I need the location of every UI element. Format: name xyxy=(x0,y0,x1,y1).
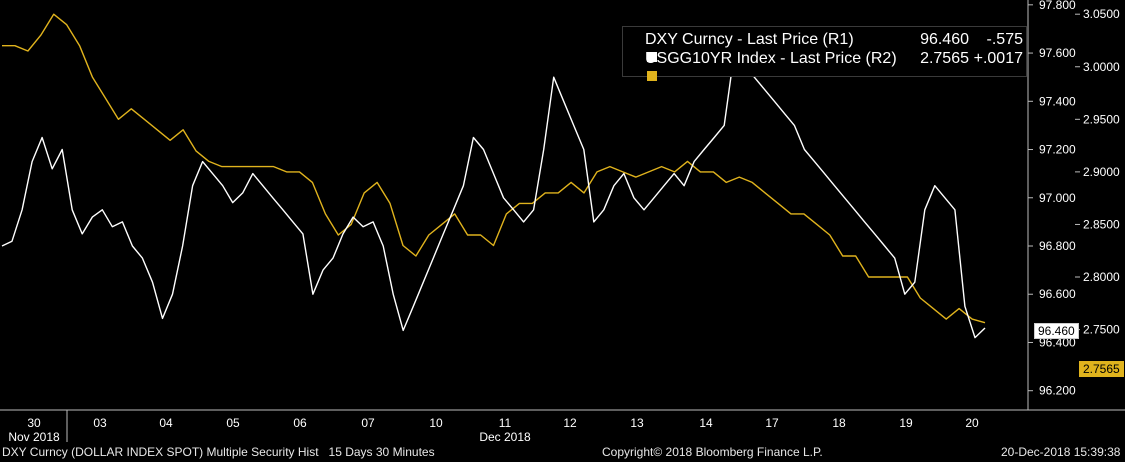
us10y-axis: 2.7500 2.8000 2.8500 2.9000 2.9500 3.0000 3.05… xyxy=(1075,7,1120,337)
plot-frame xyxy=(0,0,1125,411)
legend-dxy-price: 96.460 xyxy=(920,31,969,48)
legend-dxy-name: DXY Curncy - Last Price (R1) xyxy=(645,31,854,48)
x-tick-label: 05 xyxy=(226,416,240,430)
dxy-swatch-icon xyxy=(646,52,657,62)
footer-bar: DXY Curncy (DOLLAR INDEX SPOT) Multiple … xyxy=(0,443,1125,462)
us10y-tick-label: 2.7500 xyxy=(1083,323,1120,337)
us10y-tick-label: 2.9500 xyxy=(1083,112,1120,126)
x-tick-label: 20 xyxy=(965,416,979,430)
series-lines xyxy=(1,13,986,339)
dxy-tick-label: 96.200 xyxy=(1039,384,1076,398)
legend-dxy-change: -.575 xyxy=(986,31,1023,48)
us10y-tick-label: 2.8000 xyxy=(1083,270,1120,284)
x-tick-label: 13 xyxy=(630,416,644,430)
x-month-label: Nov 2018 xyxy=(8,430,60,444)
x-tick-label: 12 xyxy=(563,416,577,430)
footer-timestamp: 20-Dec-2018 15:39:38 xyxy=(1001,445,1121,459)
x-tick-label: 11 xyxy=(499,416,512,430)
dxy-last-tag: 96.460 xyxy=(1034,323,1079,339)
dxy-tick-label: 97.400 xyxy=(1039,94,1076,108)
legend-us-name: USGG10YR Index - Last Price (R2) xyxy=(645,50,897,67)
us10y-tick-label: 3.0500 xyxy=(1083,7,1120,21)
us10y-tick-label: 2.9000 xyxy=(1083,165,1120,179)
dxy-tick-label: 97.000 xyxy=(1039,191,1076,205)
footer-copyright: Copyright© 2018 Bloomberg Finance L.P. xyxy=(602,445,823,459)
x-month-label: Dec 2018 xyxy=(479,430,531,444)
dxy-tick-label: 96.800 xyxy=(1039,239,1076,253)
x-axis: 30 03 04 05 06 07 10 11 12 13 14 17 18 19 20 Nov 2018 De… xyxy=(8,410,979,444)
dxy-tick-label: 97.800 xyxy=(1039,0,1076,12)
dxy-axis: 96.20096.40096.60096.80097.00097.20097.4… xyxy=(1028,0,1076,398)
us10y-line xyxy=(2,13,986,324)
x-tick-label: 19 xyxy=(899,416,913,430)
dxy-line xyxy=(1,52,986,339)
legend-us-change: +.0017 xyxy=(973,50,1023,67)
x-tick-label: 30 xyxy=(27,416,41,430)
legend: DXY Curncy - Last Price (R1) 96.460 -.57… xyxy=(622,26,1027,81)
x-tick-label: 18 xyxy=(832,416,846,430)
legend-item-us10y: USGG10YR Index - Last Price (R2) 2.7565 … xyxy=(629,50,1024,81)
us10y-tick-label: 2.8500 xyxy=(1083,217,1120,231)
x-tick-label: 03 xyxy=(93,416,107,430)
legend-item-dxy: DXY Curncy - Last Price (R1) 96.460 -.57… xyxy=(629,31,1024,62)
x-tick-label: 07 xyxy=(361,416,375,430)
x-tick-label: 14 xyxy=(699,416,713,430)
us10y-last-tag: 2.7565 xyxy=(1079,361,1124,377)
x-tick-label: 04 xyxy=(159,416,173,430)
x-tick-label: 06 xyxy=(293,416,307,430)
x-tick-label: 10 xyxy=(429,416,443,430)
dxy-tick-label: 97.600 xyxy=(1039,46,1076,60)
legend-us-price: 2.7565 xyxy=(920,50,969,67)
dxy-tick-label: 96.600 xyxy=(1039,287,1076,301)
footer-security-info: DXY Curncy (DOLLAR INDEX SPOT) Multiple … xyxy=(2,445,435,459)
us10y-swatch-icon xyxy=(646,71,657,81)
x-tick-label: 17 xyxy=(765,416,779,430)
dxy-tick-label: 97.200 xyxy=(1039,143,1076,157)
us10y-tick-label: 3.0000 xyxy=(1083,60,1120,74)
